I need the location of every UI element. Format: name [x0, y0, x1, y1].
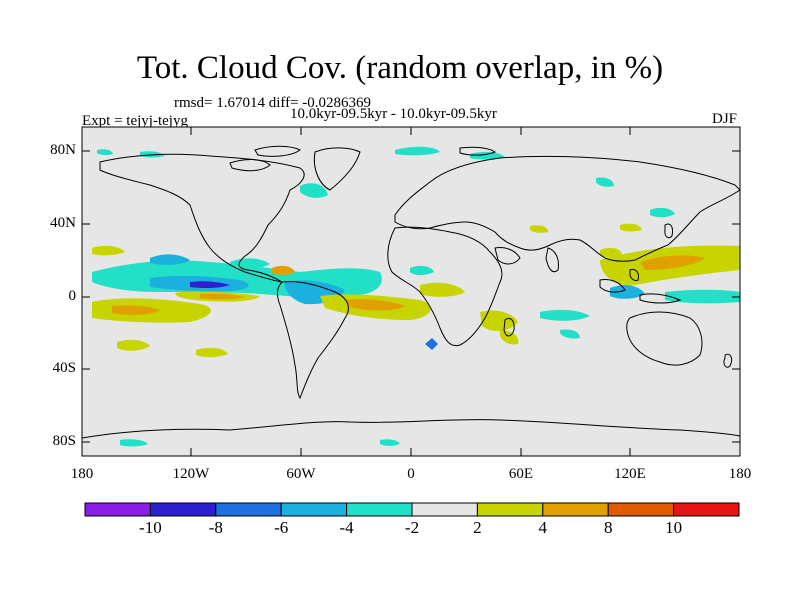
- experiment-label: Expt = tejyj-tejyg: [82, 113, 188, 129]
- lon-tick-label: 180: [728, 466, 752, 482]
- colorbar-swatch: [607, 502, 675, 517]
- lat-tick-label: 40N: [50, 215, 76, 231]
- lon-tick-label: 60E: [508, 466, 534, 482]
- anomaly-fields: [92, 146, 740, 447]
- lon-tick-label: 120E: [614, 466, 646, 482]
- colorbar-swatch: [542, 502, 609, 517]
- colorbar-swatch: [280, 502, 348, 517]
- colorbar-swatch: [149, 502, 217, 517]
- period-text: 10.0kyr-09.5kyr - 10.0kyr-09.5kyr: [290, 106, 497, 122]
- colorbar-swatch: [346, 502, 413, 517]
- coast-eurasia: [394, 155, 741, 262]
- coast-africa: [387, 226, 503, 347]
- colorbar-swatch: [84, 502, 151, 517]
- lon-tick-marks: [190, 127, 631, 456]
- colorbar-level-label: -2: [404, 518, 420, 537]
- lon-tick-label: 0: [407, 466, 415, 482]
- colorbar-swatch: [411, 502, 478, 517]
- coast-australia: [626, 311, 703, 366]
- colorbar-level-label: 8: [603, 518, 613, 537]
- colorbar-level-label: 4: [538, 518, 548, 537]
- lon-tick-label: 120W: [172, 466, 210, 482]
- season-label: DJF: [712, 111, 738, 127]
- lat-tick-label: 0: [68, 288, 77, 304]
- coast-greenland: [313, 147, 361, 191]
- colorbar-swatch: [476, 502, 544, 517]
- colorbar-level-label: 10: [665, 518, 683, 537]
- colorbar-level-label: -8: [208, 518, 223, 537]
- negative-anomaly-pacific-strong: [190, 281, 230, 289]
- lat-tick-marks: [82, 150, 740, 443]
- lat-tick-label: 80S: [52, 433, 76, 449]
- plot-title: Tot. Cloud Cov. (random overlap, in %): [136, 50, 664, 86]
- colorbar: [84, 502, 740, 517]
- colorbar-level-label: -6: [274, 518, 289, 537]
- colorbar-swatch: [215, 502, 282, 517]
- coast-south-america: [277, 281, 349, 400]
- colorbar-swatch: [673, 502, 740, 517]
- rmsd-diff-text: rmsd= 1.67014 diff= -0.0286369: [174, 95, 372, 111]
- colorbar-level-label: 2: [473, 518, 482, 537]
- colorbar-level-label: -4: [339, 518, 354, 537]
- lon-tick-label: 60W: [286, 466, 316, 482]
- coastlines: [81, 145, 741, 439]
- lon-tick-label: 180: [70, 466, 94, 482]
- lat-tick-label: 80N: [50, 142, 76, 158]
- coast-antarctica: [81, 419, 741, 439]
- colorbar-level-label: -10: [139, 518, 162, 537]
- lat-tick-label: 40S: [52, 360, 76, 376]
- coast-north-america: [99, 153, 305, 283]
